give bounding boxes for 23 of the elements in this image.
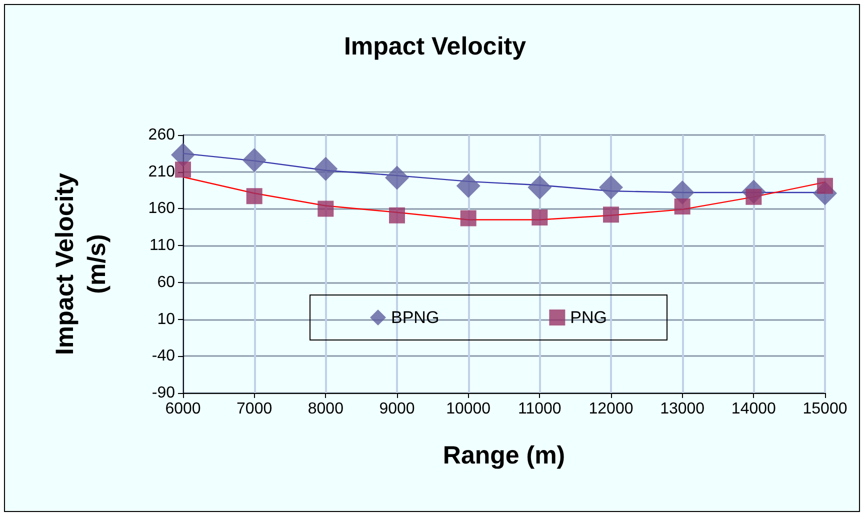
chart-title: Impact Velocity	[344, 32, 526, 60]
y-tick-label: 110	[149, 237, 176, 254]
y-tick-label: 10	[157, 310, 176, 328]
y-tick-label: 60	[157, 274, 176, 291]
y-tick-label: 160	[148, 200, 176, 218]
x-tick-label: 7000	[236, 400, 272, 418]
x-tick-label: 10000	[446, 400, 491, 418]
x-tick-label: 11000	[518, 400, 562, 418]
x-tick-label: 8000	[308, 400, 344, 418]
x-tick-label: 15000	[802, 400, 848, 418]
y-tick-label: 260	[148, 126, 176, 144]
y-tick-label: 210	[148, 163, 176, 180]
x-tick-label: 13000	[660, 400, 705, 418]
x-axis-title: Range (m)	[442, 442, 566, 470]
x-tick-label: 14000	[731, 400, 776, 418]
legend-label: BPNG	[391, 308, 440, 327]
y-tick-label: -90	[152, 384, 176, 402]
x-tick-label: 9000	[379, 400, 415, 418]
y-axis-title: Impact Velocity (m/s)	[51, 172, 111, 356]
legend-label: PNG	[570, 308, 608, 327]
x-tick-label: 6000	[165, 400, 201, 418]
y-tick-label: -40	[152, 348, 176, 365]
x-tick-label: 12000	[588, 400, 634, 418]
